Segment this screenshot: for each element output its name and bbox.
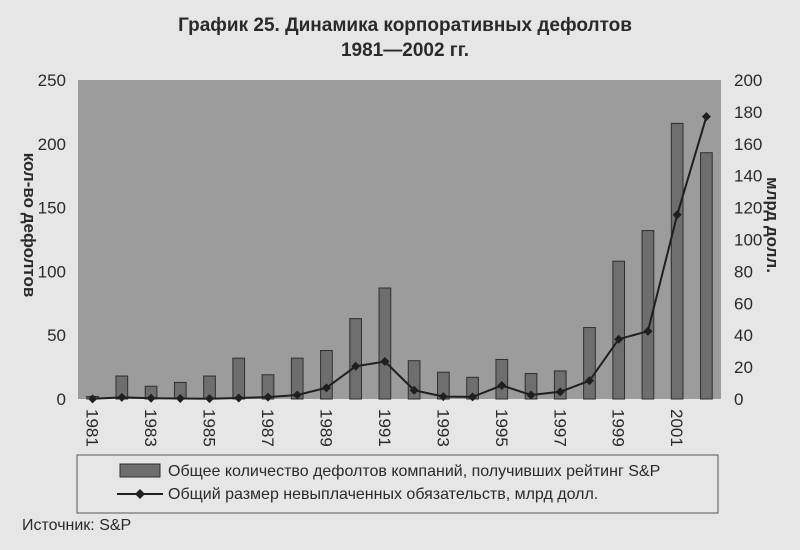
left-tick-250: 250 <box>38 71 66 90</box>
source-note: Источник: S&P <box>22 517 131 534</box>
right-tick-60: 60 <box>734 294 753 313</box>
line-point-1983 <box>146 393 156 403</box>
x-tick-1981: 1981 <box>83 409 102 447</box>
left-tick-50: 50 <box>47 326 66 345</box>
bar-1989 <box>320 350 333 400</box>
line-point-1991 <box>380 357 390 367</box>
bar-series <box>86 122 713 400</box>
line-point-1992 <box>409 385 419 395</box>
line-point-1986 <box>234 393 244 403</box>
left-axis-ticks: 0 50 100 150 200 250 <box>38 71 66 409</box>
right-axis-label: млрд долл. <box>763 177 782 273</box>
line-point-1993 <box>438 392 448 402</box>
x-tick-1993: 1993 <box>433 409 452 447</box>
x-tick-2001: 2001 <box>667 409 686 447</box>
chart-title-line2: 1981—2002 гг. <box>341 40 469 61</box>
legend-box <box>76 454 719 514</box>
right-tick-140: 140 <box>734 167 762 186</box>
line-series <box>92 116 708 400</box>
line-point-2001 <box>672 210 682 220</box>
line-point-1982 <box>117 392 127 402</box>
right-tick-200: 200 <box>734 71 762 90</box>
line-point-1996 <box>526 390 536 400</box>
right-tick-80: 80 <box>734 262 753 281</box>
left-tick-150: 150 <box>38 199 66 218</box>
left-tick-200: 200 <box>38 135 66 154</box>
line-point-1988 <box>292 390 302 400</box>
line-point-1994 <box>468 392 478 402</box>
bar-1991 <box>378 287 392 400</box>
x-axis-ticks: 1981 1983 1985 1987 1989 1991 1993 1995 1997 1999… <box>83 409 687 447</box>
legend-bar-swatch <box>119 463 161 478</box>
bar-1986 <box>232 357 246 400</box>
right-tick-20: 20 <box>734 358 753 377</box>
right-tick-0: 0 <box>734 390 743 409</box>
line-markers <box>88 112 711 404</box>
bar-1990 <box>349 318 363 400</box>
bar-2000 <box>641 230 655 400</box>
line-point-1998 <box>584 376 594 386</box>
right-tick-100: 100 <box>734 231 762 250</box>
line-point-1987 <box>263 392 273 402</box>
legend-bar-label: Общее количество дефолтов компаний, полу… <box>168 463 660 480</box>
x-tick-1999: 1999 <box>609 409 628 447</box>
line-point-1981 <box>88 394 98 404</box>
x-tick-1991: 1991 <box>375 409 394 447</box>
left-axis-label: кол-во дефолтов <box>20 153 39 298</box>
x-tick-1997: 1997 <box>550 409 569 447</box>
left-tick-100: 100 <box>38 262 66 281</box>
line-point-1997 <box>555 387 565 397</box>
x-tick-1985: 1985 <box>200 409 219 447</box>
line-point-1999 <box>614 334 624 344</box>
chart-title-line1: График 25. Динамика корпоративных дефолт… <box>178 15 632 36</box>
right-tick-160: 160 <box>734 135 762 154</box>
bar-1998 <box>583 327 596 400</box>
right-axis-ticks: 0 20 40 60 80 100 120 140 160 180 200 <box>734 71 762 409</box>
bar-1997 <box>553 370 567 400</box>
right-tick-180: 180 <box>734 103 762 122</box>
line-point-2002 <box>701 112 711 122</box>
bar-1999 <box>612 260 626 400</box>
x-tick-1987: 1987 <box>258 409 277 447</box>
left-tick-0: 0 <box>57 390 66 409</box>
right-tick-40: 40 <box>734 326 753 345</box>
bar-2001 <box>670 122 684 400</box>
x-tick-1983: 1983 <box>141 409 160 447</box>
bar-1992 <box>407 360 421 400</box>
legend-line-label: Общий размер невыплаченных обязательств,… <box>168 486 598 503</box>
bar-1995 <box>495 358 509 400</box>
legend-marker-swatch <box>135 489 145 499</box>
right-tick-120: 120 <box>734 199 762 218</box>
line-point-1989 <box>321 383 331 393</box>
line-point-1995 <box>497 380 507 390</box>
bar-2002 <box>700 152 713 400</box>
x-tick-1995: 1995 <box>492 409 511 447</box>
line-point-1985 <box>205 394 215 404</box>
line-point-2000 <box>643 326 653 336</box>
line-point-1984 <box>175 394 185 404</box>
x-tick-1989: 1989 <box>316 409 335 447</box>
line-point-1990 <box>351 361 361 371</box>
